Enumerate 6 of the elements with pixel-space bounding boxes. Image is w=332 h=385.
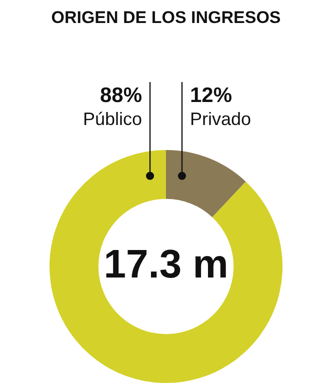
data-label: 88% xyxy=(100,84,142,107)
slice-label: Público xyxy=(82,109,142,129)
slice-label: Privado xyxy=(190,109,252,129)
text: 17.3 m xyxy=(104,242,228,287)
chart-title: ORIGEN DE LOS INGRESOS xyxy=(50,7,282,29)
data-label: 12% xyxy=(190,84,232,107)
